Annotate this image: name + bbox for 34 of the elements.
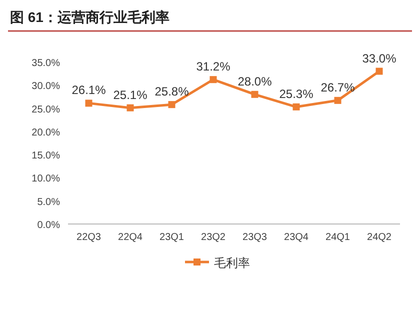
x-tick-label: 23Q2 — [201, 232, 226, 243]
point — [210, 76, 217, 84]
point — [376, 68, 383, 75]
data-label: 33.0% — [362, 51, 397, 66]
x-tick-label: 23Q4 — [284, 232, 309, 243]
y-tick-label: 15.0% — [32, 150, 60, 162]
point — [251, 90, 258, 98]
point — [168, 101, 176, 108]
data-label: 25.1% — [113, 88, 148, 102]
y-tick-label: 25.0% — [32, 104, 60, 116]
y-tick-label: 5.0% — [37, 196, 60, 208]
x-tick-label: 22Q4 — [118, 232, 143, 243]
y-tick-label: 30.0% — [32, 81, 60, 92]
point — [292, 103, 300, 110]
x-tick-label: 23Q3 — [242, 232, 268, 243]
data-label: 25.8% — [154, 84, 190, 99]
data-label: 31.2% — [196, 60, 231, 74]
point — [334, 96, 342, 104]
point — [85, 100, 92, 107]
x-tick-label: 24Q1 — [326, 232, 350, 243]
legend-label: 毛利率 — [214, 256, 250, 270]
data-label: 25.3% — [279, 86, 314, 101]
x-tick-label: 23Q1 — [160, 232, 184, 243]
x-tick-label: 22Q3 — [76, 232, 102, 243]
y-tick-label: 35.0% — [32, 58, 60, 69]
y-tick-label: 10.0% — [32, 174, 60, 185]
data-label: 28.0% — [238, 74, 272, 88]
x-tick-label: 24Q2 — [367, 232, 392, 243]
data-label: 26.7% — [320, 80, 356, 94]
y-tick-label: 0.0% — [37, 220, 60, 231]
point — [126, 104, 134, 112]
chart-title: 图 61：运营商行业毛利率 — [10, 9, 170, 25]
y-tick-label: 20.0% — [32, 127, 60, 138]
data-label: 26.1% — [72, 83, 106, 98]
